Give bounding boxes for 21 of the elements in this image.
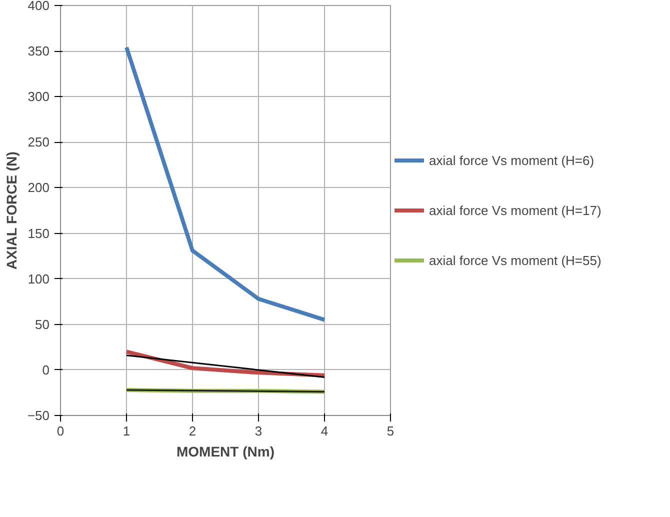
- y-tick-label: 50: [35, 316, 50, 332]
- x-tick-label: 3: [254, 424, 262, 438]
- y-tick-label: 100: [28, 271, 50, 286]
- x-tick-label: 5: [386, 424, 394, 438]
- x-axis-title: MOMENT (Nm): [176, 444, 275, 460]
- y-axis-title: AXIAL FORCE (N): [3, 152, 20, 270]
- legend-label: axial force Vs moment (H=17): [429, 202, 602, 218]
- legend-label: axial force Vs moment (H=55): [429, 252, 602, 268]
- y-tick-label: 0: [42, 362, 50, 378]
- y-tick-label: 400: [28, 0, 50, 13]
- y-tick-label: −50: [27, 408, 50, 423]
- x-tick-label: 1: [122, 424, 130, 438]
- x-tick-label: 4: [320, 424, 328, 438]
- legend-label: axial force Vs moment (H=6): [429, 152, 594, 168]
- y-tick-label: 150: [28, 226, 50, 241]
- y-tick-label: 300: [28, 89, 50, 104]
- y-tick-label: 250: [28, 134, 50, 150]
- x-tick-label: 0: [56, 424, 64, 438]
- y-tick-label: 350: [28, 44, 50, 59]
- y-tick-label: 200: [28, 180, 50, 196]
- x-tick-label: 2: [188, 424, 196, 438]
